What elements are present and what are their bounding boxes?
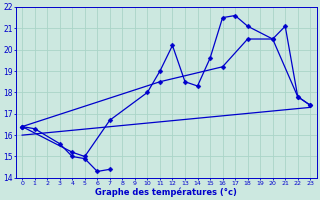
X-axis label: Graphe des températures (°c): Graphe des températures (°c) — [95, 187, 237, 197]
